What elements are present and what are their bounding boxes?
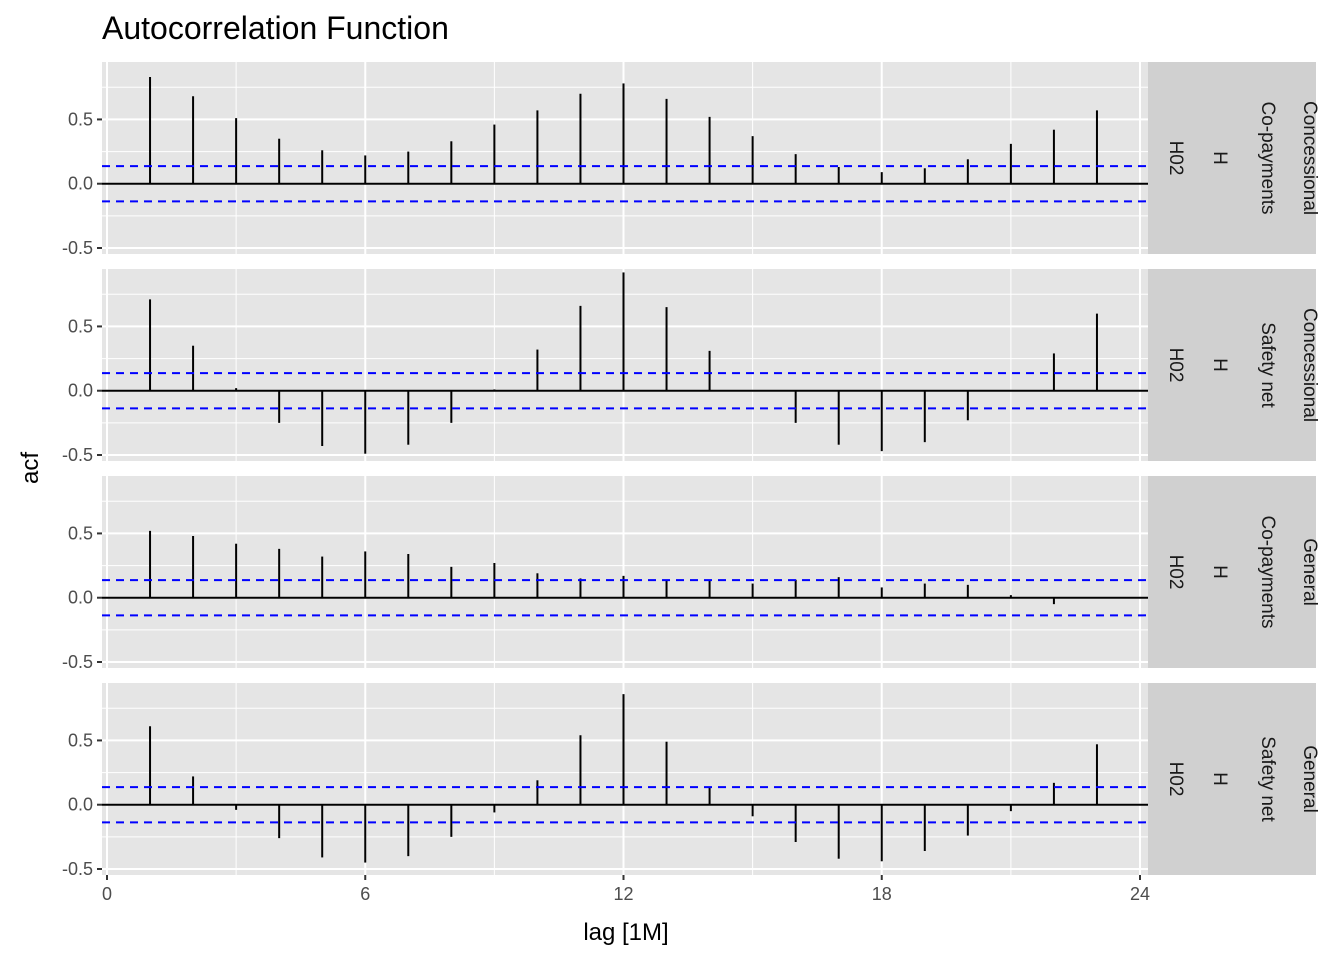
facet-strip <box>1148 476 1316 668</box>
y-tick-label: 0.0 <box>68 795 93 815</box>
facet-strip-label: H02 <box>1165 555 1186 590</box>
facet-strip <box>1148 683 1316 875</box>
x-tick-label: 12 <box>613 884 633 904</box>
facet-strip-label: H <box>1209 772 1230 786</box>
y-tick-label: 0.5 <box>68 109 93 129</box>
chart-title: Autocorrelation Function <box>102 10 449 46</box>
x-tick-label: 24 <box>1130 884 1150 904</box>
y-tick-label: 0.0 <box>68 588 93 608</box>
panel-background <box>102 269 1148 461</box>
panel-background <box>102 62 1148 254</box>
facet-strip-label: Concessional <box>1299 101 1320 215</box>
facet-strip-label: H02 <box>1165 141 1186 176</box>
y-tick-label: 0.5 <box>68 316 93 336</box>
x-tick-label: 0 <box>102 884 112 904</box>
facet-panel-3: -0.5 0.0 0.5 General Co-payments H H02 <box>62 476 1320 672</box>
facet-strip <box>1148 269 1316 461</box>
x-axis-label: lag [1M] <box>583 919 668 946</box>
facet-strip-label: H <box>1209 565 1230 579</box>
facet-strip-label: Concessional <box>1299 308 1320 422</box>
facet-strip-label: Safety net <box>1257 736 1278 822</box>
facet-panel-1: -0.5 0.0 0.5 Concessional Co-payments H H02 <box>62 62 1320 258</box>
y-axis-label: acf <box>17 452 44 484</box>
facet-strip-label: General <box>1299 538 1320 606</box>
facet-strip-label: General <box>1299 745 1320 813</box>
y-tick-label: -0.5 <box>62 238 93 258</box>
y-tick-label: 0.5 <box>68 730 93 750</box>
facet-strip <box>1148 62 1316 254</box>
x-axis: 0 6 12 18 24 <box>102 875 1150 904</box>
panel-background <box>102 683 1148 875</box>
y-tick-label: -0.5 <box>62 652 93 672</box>
y-tick-label: 0.0 <box>68 174 93 194</box>
facet-panel-4: -0.5 0.0 0.5 General Safety net H H02 <box>62 683 1320 879</box>
y-tick-label: -0.5 <box>62 859 93 879</box>
facet-panel-2: -0.5 0.0 0.5 Concessional Safety net H H02 <box>62 269 1320 465</box>
facet-strip-label: H02 <box>1165 762 1186 797</box>
y-tick-label: -0.5 <box>62 445 93 465</box>
y-tick-label: 0.0 <box>68 381 93 401</box>
facet-strip-label: Safety net <box>1257 322 1278 408</box>
facet-strip-label: H02 <box>1165 348 1186 383</box>
y-tick-label: 0.5 <box>68 523 93 543</box>
facet-strip-label: Co-payments <box>1257 102 1278 215</box>
x-tick-label: 6 <box>360 884 370 904</box>
facet-strip-label: H <box>1209 151 1230 165</box>
panel-background <box>102 476 1148 668</box>
x-tick-label: 18 <box>872 884 892 904</box>
facet-panels: -0.50.00.5 ConcessionalCo-paymentsHH02-0.… <box>62 62 1320 879</box>
facet-strip-label: H <box>1209 358 1230 372</box>
facet-strip-label: Co-payments <box>1257 516 1278 629</box>
